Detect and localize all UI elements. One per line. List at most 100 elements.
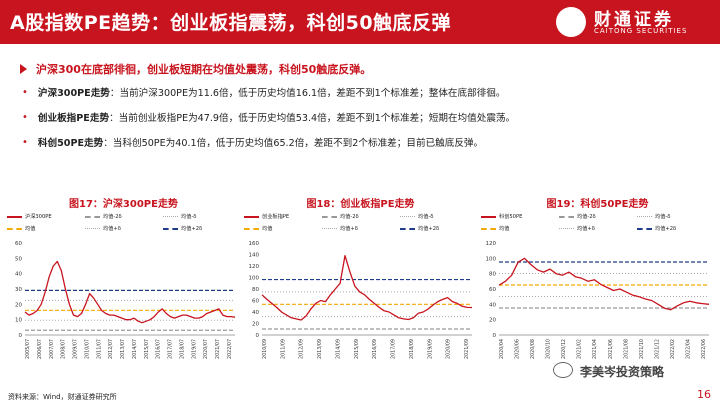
legend-entry: 均值+δ xyxy=(559,225,595,232)
legend-swatch xyxy=(7,215,22,218)
legend-label: 均值-δ xyxy=(418,214,434,220)
legend-swatch xyxy=(244,215,259,218)
chart-panel-chinext: 图18：创业板指PE走势 创业板指PE 均值-2δ 均值-δ 均值 均值+δ 均值+2δ … xyxy=(242,195,479,375)
legend-entry: 均值-δ xyxy=(637,213,670,220)
x-tick-label: 2005/07 xyxy=(25,339,31,359)
x-tick-label: 2012/07 xyxy=(108,339,114,359)
x-tick-label: 2013/07 xyxy=(120,339,126,359)
bullet-text: ：当前创业板指PE为47.9倍，低于历史均值53.4倍，差距不到1个标准差；短期… xyxy=(109,113,516,124)
x-tick-label: 2020/08 xyxy=(530,339,536,359)
y-tick-label: 20 xyxy=(15,302,22,308)
legend-swatch xyxy=(400,227,415,230)
legend-entry: 均值+δ xyxy=(322,225,358,232)
watermark: 李美岑投资策略 xyxy=(580,365,665,379)
legend-swatch xyxy=(7,227,22,230)
legend-swatch xyxy=(481,215,496,218)
legend-label: 均值 xyxy=(499,226,510,232)
bullet-item: • 科创50PE走势 ：当科创50PE为40.1倍，低于历史均值65.2倍，差距… xyxy=(20,131,710,153)
pe-series-line xyxy=(24,260,236,324)
chart-svg: 0 20 40 60 80 100 120 140 160 2010/09 2011/09 2012/… xyxy=(249,241,473,359)
x-tick-label: 2022/06 xyxy=(701,339,707,359)
x-tick-label: 2020/09 xyxy=(446,339,452,359)
page-title: A股指数PE趋势：创业板指震荡，科创50触底反弹 xyxy=(10,12,452,34)
legend-label: 科创50PE xyxy=(499,214,523,220)
x-tick-label: 2021/02 xyxy=(577,339,583,359)
chart-legend: 创业板指PE 均值-2δ 均值-δ 均值 均值+δ 均值+2δ xyxy=(242,213,479,239)
legend-swatch xyxy=(481,227,496,230)
x-tick-label: 2020/10 xyxy=(546,339,552,359)
chart-panel-hs300: 图17：沪深300PE走势 沪深300PE 均值-2δ 均值-δ 均值 均值+δ 均值+2… xyxy=(5,195,242,375)
x-tick-label: 2016/07 xyxy=(156,339,162,359)
logo-english-name: CAITONG SECURITIES xyxy=(594,27,688,35)
chart-svg: 0 10 20 30 40 50 60 2005/07 2006/07 2007/07 2008/0… xyxy=(15,241,236,359)
legend-swatch xyxy=(637,227,652,230)
wechat-icon xyxy=(553,362,573,378)
legend-entry: 均值-2δ xyxy=(85,213,122,220)
x-tick-label: 2021/04 xyxy=(592,339,598,359)
legend-swatch xyxy=(559,228,574,229)
legend-swatch xyxy=(163,227,178,230)
company-logo: 财通证券 CAITONG SECURITIES xyxy=(556,5,706,39)
bullet-item: • 创业板指PE走势 ：当前创业板指PE为47.9倍，低于历史均值53.4倍，差… xyxy=(20,106,710,128)
x-tick-label: 2019/07 xyxy=(191,339,197,359)
legend-entry: 均值+2δ xyxy=(637,225,676,232)
y-tick-label: 50 xyxy=(15,256,22,262)
y-tick-label: 80 xyxy=(489,272,496,278)
logo-emblem-icon xyxy=(556,7,586,37)
y-tick-label: 100 xyxy=(249,276,260,282)
x-tick-label: 2017/09 xyxy=(391,339,397,359)
bullet-label: 科创50PE走势 xyxy=(37,138,104,149)
bullet-dot-icon: • xyxy=(22,136,28,148)
legend-swatch xyxy=(322,215,337,218)
x-tick-label: 2013/09 xyxy=(317,339,323,359)
x-tick-label: 2022/02 xyxy=(670,339,676,359)
x-tick-label: 2022/07 xyxy=(227,339,233,359)
legend-label: 均值+δ xyxy=(577,226,595,232)
bullet-text: ：当前沪深300PE为11.6倍，低于历史均值16.1倍，差距不到1个标准差；整… xyxy=(109,88,506,99)
legend-entry: 均值-2δ xyxy=(322,213,359,220)
x-tick-label: 2008/07 xyxy=(61,339,67,359)
y-tick-label: 100 xyxy=(486,256,497,262)
legend-entry: 均值-δ xyxy=(163,213,196,220)
y-tick-label: 60 xyxy=(252,299,259,305)
y-tick-label: 40 xyxy=(15,272,22,278)
legend-entry: 沪深300PE xyxy=(7,213,52,220)
pe-series-line xyxy=(261,254,473,321)
x-tick-label: 2015/07 xyxy=(144,339,150,359)
y-tick-label: 0 xyxy=(493,333,497,339)
bullet-label: 创业板指PE走势 xyxy=(37,113,110,124)
y-tick-label: 40 xyxy=(489,302,496,308)
x-tick-label: 2021/06 xyxy=(608,339,614,359)
source-note: 资料来源：Wind，财通证券研究所 xyxy=(8,393,117,401)
legend-label: 均值+2δ xyxy=(418,226,440,232)
bullet-label: 沪深300PE走势 xyxy=(37,88,110,99)
x-tick-label: 2006/07 xyxy=(37,339,43,359)
legend-swatch xyxy=(322,228,337,229)
y-tick-label: 40 xyxy=(252,310,259,316)
x-tick-label: 2016/09 xyxy=(372,339,378,359)
y-tick-label: 140 xyxy=(249,253,260,259)
x-tick-label: 2011/09 xyxy=(280,339,286,359)
lead-bullet: 沪深300在底部徘徊，创业板短期在均值处震荡，科创50触底反弹。 xyxy=(20,60,710,78)
bullet-dot-icon: • xyxy=(22,111,28,123)
x-tick-label: 2018/09 xyxy=(409,339,415,359)
legend-entry: 均值 xyxy=(244,225,272,232)
x-tick-label: 2021/10 xyxy=(639,339,645,359)
y-tick-label: 120 xyxy=(249,264,260,270)
chart-legend: 科创50PE 均值-2δ 均值-δ 均值 均值+δ 均值+2δ xyxy=(479,213,716,239)
chart-title: 图18：创业板指PE走势 xyxy=(306,199,415,210)
lead-text: 沪深300在底部徘徊，创业板短期在均值处震荡，科创50触底反弹。 xyxy=(36,63,372,76)
chart-svg: 0 20 40 60 80 100 120 2020/04 2020/06 2020/08 2020… xyxy=(486,241,710,359)
legend-swatch xyxy=(637,216,652,217)
x-tick-label: 2020/04 xyxy=(499,339,505,359)
legend-swatch xyxy=(163,216,178,217)
legend-swatch xyxy=(559,215,574,218)
y-tick-label: 10 xyxy=(15,318,22,324)
legend-label: 均值+2δ xyxy=(181,226,203,232)
x-tick-label: 2017/07 xyxy=(168,339,174,359)
y-tick-label: 160 xyxy=(249,241,260,247)
x-tick-label: 2007/07 xyxy=(49,339,55,359)
x-tick-label: 2014/09 xyxy=(335,339,341,359)
y-tick-label: 30 xyxy=(15,287,22,293)
